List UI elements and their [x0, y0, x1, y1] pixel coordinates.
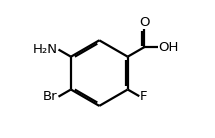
Text: OH: OH [159, 41, 179, 54]
Text: Br: Br [43, 90, 58, 103]
Text: F: F [140, 90, 147, 103]
Text: O: O [139, 16, 149, 29]
Text: H₂N: H₂N [33, 43, 58, 56]
